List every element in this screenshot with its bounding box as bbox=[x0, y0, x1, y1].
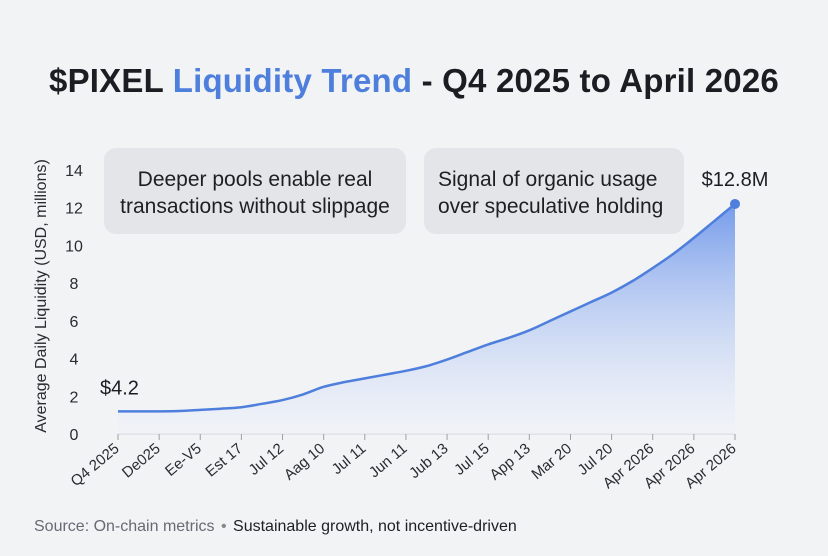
end-data-point bbox=[730, 198, 740, 209]
source-text: Source: On-chain metrics bbox=[34, 518, 215, 535]
annotation-box-left: Deeper pools enable real transactions wi… bbox=[104, 148, 406, 234]
x-tick-label: Mar 20 bbox=[528, 440, 575, 483]
y-tick-label: 8 bbox=[70, 276, 79, 293]
y-axis-label: Average Daily Liquidity (USD, millions) bbox=[33, 159, 50, 433]
x-tick-label: Jun 11 bbox=[366, 440, 411, 481]
x-tick-label: Jul 11 bbox=[329, 440, 370, 478]
x-tick-label: Jub 13 bbox=[406, 440, 451, 482]
footer: Source: On-chain metrics • Sustainable g… bbox=[34, 518, 517, 536]
y-tick-label: 12 bbox=[65, 201, 83, 218]
start-value-label: $4.2 bbox=[100, 377, 139, 399]
title-accent: Liquidity Trend bbox=[172, 62, 413, 99]
y-axis: 0 2 4 6 8 10 12 14 bbox=[65, 163, 83, 444]
x-tick-label: App 13 bbox=[487, 440, 534, 484]
y-tick-label: 14 bbox=[65, 163, 83, 180]
y-tick-label: 2 bbox=[70, 389, 79, 406]
y-tick-label: 6 bbox=[70, 314, 79, 331]
footer-separator: • bbox=[220, 518, 227, 535]
chart-title: $PIXEL Liquidity Trend - Q4 2025 to Apri… bbox=[0, 62, 828, 100]
x-tick-label: Q4 2025 bbox=[68, 440, 123, 490]
y-tick-label: 4 bbox=[70, 352, 79, 369]
y-tick-label: 0 bbox=[70, 427, 79, 444]
annotation-box-right: Signal of organic usage over speculative… bbox=[424, 148, 684, 234]
annotation-right-line-1: Signal of organic usage bbox=[438, 168, 658, 191]
title-suffix: - Q4 2025 to April 2026 bbox=[421, 62, 779, 99]
x-tick-label: Jul 12 bbox=[246, 440, 288, 479]
title-prefix: $PIXEL bbox=[49, 62, 164, 99]
footer-tagline: Sustainable growth, not incentive-driven bbox=[233, 518, 517, 535]
x-tick-label: Est 17 bbox=[202, 440, 246, 480]
liquidity-line bbox=[117, 202, 736, 413]
end-value-label: $12.8M bbox=[702, 169, 769, 191]
y-tick-label: 10 bbox=[65, 238, 83, 255]
annotation-left-line-2: transactions without slippage bbox=[120, 195, 390, 218]
x-tick-label: Jul 15 bbox=[451, 440, 493, 479]
x-tick-label: Ee-V5 bbox=[162, 440, 205, 480]
x-tick-label: De025 bbox=[119, 440, 164, 481]
annotation-left-line-1: Deeper pools enable real bbox=[137, 168, 373, 191]
liquidity-area bbox=[118, 203, 735, 434]
x-tick-label: Aag 10 bbox=[281, 440, 328, 484]
annotation-right-line-2: over speculative holding bbox=[438, 195, 664, 218]
